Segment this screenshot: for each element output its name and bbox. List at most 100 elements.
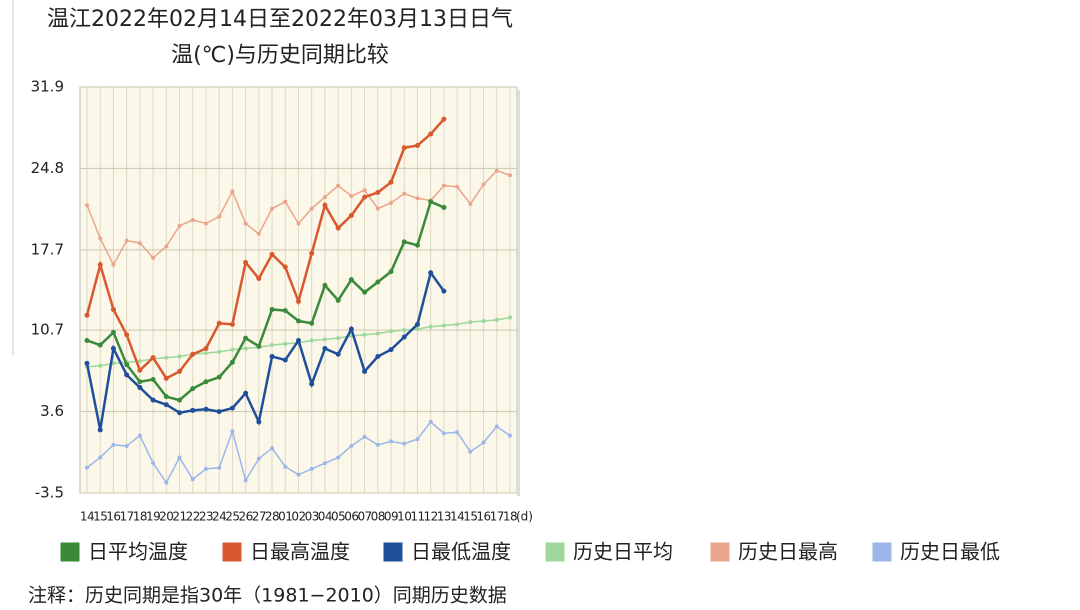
point <box>335 297 341 303</box>
x-tick-label: 15 <box>93 510 107 524</box>
point <box>309 250 315 256</box>
point <box>137 359 142 364</box>
y-tick-label: 24.8 <box>31 159 64 177</box>
point <box>164 355 169 360</box>
point <box>296 298 301 304</box>
point <box>494 168 499 173</box>
point <box>229 359 235 365</box>
x-tick-label: 13 <box>437 510 451 524</box>
point <box>190 407 196 413</box>
y-tick-label: 17.7 <box>31 240 64 258</box>
point <box>375 331 380 336</box>
x-tick-label: 05 <box>331 510 345 524</box>
point <box>336 183 341 188</box>
point <box>203 406 209 412</box>
point <box>243 221 248 226</box>
x-tick-label: 24 <box>212 510 226 524</box>
point <box>336 455 341 460</box>
point <box>481 318 486 323</box>
point <box>97 262 103 268</box>
point <box>282 357 288 363</box>
x-tick-label: 01 <box>278 510 292 524</box>
point <box>269 251 275 257</box>
x-tick-label: 12 <box>424 510 438 524</box>
point <box>388 269 394 275</box>
point <box>349 193 354 198</box>
point <box>150 376 156 382</box>
point <box>243 390 249 396</box>
point <box>336 336 341 341</box>
point <box>415 326 420 331</box>
point <box>389 439 394 444</box>
point <box>270 446 275 451</box>
point <box>111 442 116 447</box>
note: 注释：历史同期是指30年（1981−2010）同期历史数据 <box>28 585 507 607</box>
point <box>177 455 182 460</box>
point <box>375 354 381 360</box>
point <box>296 337 301 343</box>
point <box>375 279 381 285</box>
point <box>229 321 235 327</box>
point <box>508 173 512 178</box>
legend-label: 日最低温度 <box>411 540 511 564</box>
x-tick-label: 07 <box>357 510 371 524</box>
point <box>98 455 103 460</box>
point <box>428 270 434 276</box>
point <box>389 329 394 334</box>
point <box>362 194 368 200</box>
point <box>402 441 407 446</box>
point <box>309 206 314 211</box>
point <box>177 223 182 228</box>
y-tick-label: 31.9 <box>31 78 64 96</box>
point <box>401 239 407 245</box>
point <box>97 427 103 433</box>
point <box>508 433 512 438</box>
point <box>322 345 328 351</box>
point <box>455 322 460 327</box>
x-tick-label: 23 <box>199 510 213 524</box>
point <box>335 351 341 357</box>
point <box>124 362 130 368</box>
legend-swatch <box>59 541 81 563</box>
point <box>216 374 222 380</box>
point <box>388 347 394 353</box>
point <box>203 351 208 356</box>
point <box>137 384 143 390</box>
point <box>388 179 394 185</box>
point <box>164 244 169 249</box>
point <box>256 343 262 349</box>
point <box>137 379 143 385</box>
point <box>283 199 288 204</box>
point <box>309 381 315 387</box>
point <box>269 306 275 312</box>
point <box>217 465 222 470</box>
point <box>163 375 169 381</box>
point <box>97 342 103 348</box>
point <box>335 225 341 231</box>
point <box>401 145 407 151</box>
point <box>428 131 434 137</box>
point <box>362 332 367 337</box>
point <box>468 449 473 454</box>
point <box>151 255 156 260</box>
point <box>375 190 381 196</box>
x-tick-label: 21 <box>172 510 186 524</box>
y-tick-label: -3.5 <box>35 484 64 502</box>
x-tick-label: 25 <box>225 510 239 524</box>
point <box>203 221 208 226</box>
point <box>243 346 248 351</box>
point <box>414 142 420 148</box>
x-tick-label: 18 <box>503 510 517 524</box>
y-tick-label: 3.6 <box>40 402 64 420</box>
legend-swatch <box>709 541 731 563</box>
point <box>270 206 275 211</box>
point <box>216 320 222 326</box>
plot-shadow <box>517 90 520 496</box>
legend-label: 日最高温度 <box>250 540 350 564</box>
point <box>375 442 380 447</box>
point <box>151 461 156 466</box>
point <box>84 312 90 318</box>
x-tick-label: 06 <box>344 510 358 524</box>
legend-swatch <box>871 541 893 563</box>
